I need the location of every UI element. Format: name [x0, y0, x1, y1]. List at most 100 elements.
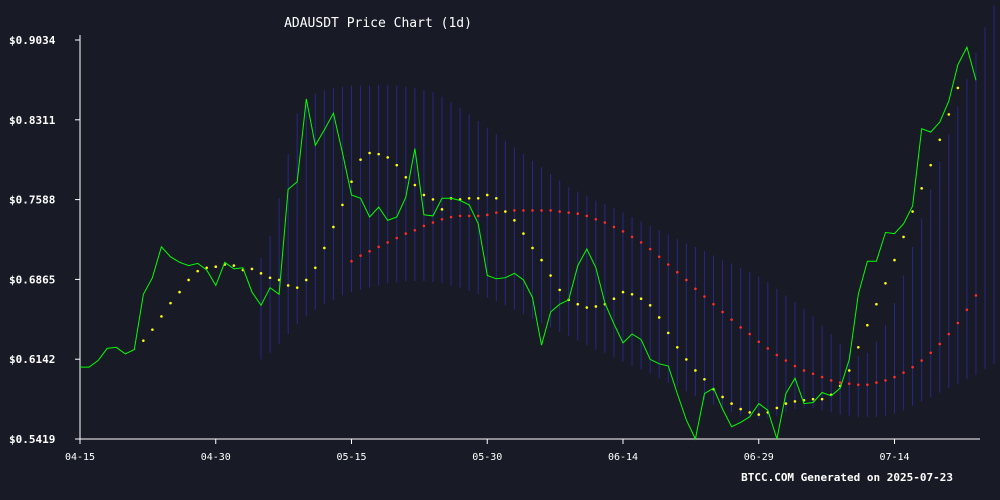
ma-short-point [268, 276, 272, 280]
y-ticks: $0.5419 $0.6142 $0.6865 $0.7588 $0.8311 $0.90… [9, 34, 80, 446]
ma-long-point [902, 371, 905, 374]
ma-short-point [648, 304, 652, 307]
ma-short-point [793, 400, 797, 403]
ma-short-point [748, 411, 751, 414]
x-tick-label: 07-14 [879, 452, 909, 463]
ma-long-point [811, 372, 815, 376]
ma-short-point [277, 278, 281, 282]
y-tick-label: $0.8311 [9, 114, 56, 127]
ma-long-point [594, 217, 598, 221]
ma-short-point [323, 246, 326, 250]
ma-long-point [612, 225, 616, 229]
ma-short-point [476, 196, 480, 200]
ma-short-point [866, 323, 869, 327]
ma-short-point [757, 413, 761, 416]
ma-short-point [938, 138, 942, 142]
axes [79, 35, 980, 440]
ma-long-point [838, 381, 842, 384]
ma-long-point [965, 308, 969, 312]
ma-short-point [259, 272, 263, 275]
x-tick-label: 05-15 [336, 452, 366, 463]
ma-long-point [694, 287, 697, 291]
ma-short-point [504, 210, 507, 213]
ma-short-point [730, 402, 733, 405]
x-tick-label: 06-29 [744, 452, 774, 463]
ma-short-point [467, 196, 471, 200]
ma-long-point [757, 340, 761, 344]
ma-short-point [404, 176, 408, 179]
ma-long-point [648, 247, 652, 251]
ma-long-point [431, 221, 435, 224]
ma-short-point [142, 339, 145, 342]
ma-long-point [585, 214, 589, 218]
ma-long-point [621, 230, 625, 233]
ma-long-point [476, 214, 480, 218]
ma-short-point [558, 288, 561, 292]
ma-short-point [657, 316, 661, 319]
ma-short-point [286, 284, 290, 287]
ma-long-point [775, 353, 779, 357]
ma-short-point [920, 187, 923, 190]
ma-long-point [847, 382, 851, 386]
ma-long-point [784, 359, 788, 362]
ma-long-point [467, 214, 471, 218]
ma-long-point [558, 210, 561, 213]
ma-short-point [368, 151, 371, 155]
ma-short-point [703, 377, 706, 381]
ma-short-point [304, 278, 308, 282]
ma-short-point [169, 301, 172, 305]
ma-long-point [549, 209, 552, 212]
ma-long-point [522, 209, 525, 212]
ma-short-point [495, 196, 498, 200]
ma-short-point [784, 402, 788, 405]
ma-short-point [160, 315, 163, 318]
ma-long-point [531, 209, 534, 212]
ma-short-point [811, 397, 815, 401]
ma-short-point [947, 113, 951, 116]
ma-long-point [368, 249, 371, 253]
ma-short-point [350, 180, 353, 184]
ma-short-point [875, 302, 878, 306]
ma-long-point [857, 383, 860, 387]
ma-long-point [440, 217, 444, 221]
ma-long-point [929, 351, 932, 355]
ma-long-point [739, 326, 742, 329]
ma-short-point [214, 265, 218, 269]
volatility-band [260, 5, 995, 420]
ma-long-point [359, 254, 362, 257]
ma-long-point [639, 241, 643, 244]
ma-long-point [920, 359, 923, 362]
ma-short-point [739, 407, 742, 411]
ma-short-point [594, 305, 598, 308]
y-tick-label: $0.9034 [9, 34, 56, 47]
ma-long-point [829, 379, 833, 382]
ma-short-point [431, 198, 435, 201]
ma-long-point [703, 295, 706, 298]
ma-long-point [395, 236, 399, 240]
ma-short-point [857, 345, 860, 349]
ma-long-point [712, 302, 715, 306]
ma-long-point [884, 379, 887, 382]
ma-short-point [694, 369, 697, 372]
ma-long-point [377, 245, 380, 249]
ma-short-point [386, 156, 390, 159]
ma-short-point [893, 258, 896, 262]
x-ticks: 04-15 04-30 05-15 05-30 06-14 06-29 07-14 [65, 439, 910, 463]
ma-long-point [630, 235, 634, 239]
ma-short-point [820, 397, 824, 401]
ma-short-point [341, 203, 344, 207]
ma-short-point [151, 328, 154, 331]
ma-short-point [847, 369, 851, 372]
ma-long-point [748, 332, 751, 336]
ma-short-point [250, 267, 254, 271]
price-line [80, 45, 977, 441]
ma-short-point [422, 193, 426, 197]
ma-long-point [657, 255, 661, 259]
ma-long-point [685, 278, 688, 282]
ma-short-point [929, 163, 932, 167]
ma-short-point [685, 358, 688, 361]
ma-long-point [576, 212, 580, 216]
ma-long-point [947, 332, 951, 336]
x-tick-label: 04-15 [65, 452, 95, 463]
